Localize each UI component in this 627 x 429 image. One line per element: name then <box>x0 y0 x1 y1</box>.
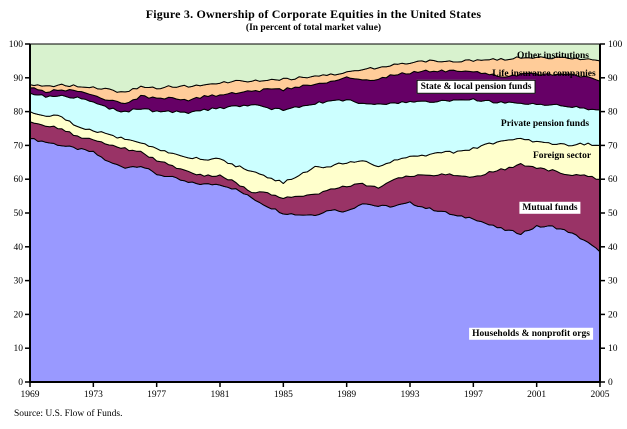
series-label-households: Households & nonprofit orgs <box>469 327 593 341</box>
y-tick-label-left: 60 <box>14 175 24 185</box>
y-tick-label-right: 30 <box>608 277 618 287</box>
series-label-mutual-funds: Mutual funds <box>519 201 581 215</box>
series-label-other-institutions: Other institutions <box>517 50 589 61</box>
y-tick-label-right: 40 <box>608 243 618 253</box>
y-tick-label-right: 80 <box>608 108 618 118</box>
y-tick-label-left: 20 <box>14 310 24 320</box>
y-tick-label-right: 100 <box>608 40 623 50</box>
x-tick-label: 1985 <box>274 390 293 400</box>
y-tick-label-left: 30 <box>14 277 24 287</box>
y-tick-label-left: 0 <box>18 378 23 388</box>
x-tick-label: 1981 <box>211 390 230 400</box>
x-tick-label: 1969 <box>21 390 40 400</box>
y-tick-label-right: 50 <box>608 209 618 219</box>
y-tick-label-left: 80 <box>14 108 24 118</box>
x-tick-label: 2005 <box>591 390 610 400</box>
y-tick-label-left: 100 <box>9 40 24 50</box>
y-tick-label-left: 50 <box>14 209 24 219</box>
y-tick-label-right: 90 <box>608 74 618 84</box>
y-tick-label-left: 10 <box>14 344 24 354</box>
x-tick-label: 2001 <box>527 390 546 400</box>
chart-title: Figure 3. Ownership of Corporate Equitie… <box>145 7 482 21</box>
y-tick-label-right: 70 <box>608 141 618 151</box>
x-tick-label: 1989 <box>337 390 356 400</box>
source-note: Source: U.S. Flow of Funds. <box>14 409 123 419</box>
x-tick-label: 1977 <box>147 390 166 400</box>
y-tick-label-left: 90 <box>14 74 24 84</box>
x-tick-label: 1973 <box>84 390 103 400</box>
y-tick-label-right: 10 <box>608 344 618 354</box>
y-tick-label-right: 20 <box>608 310 618 320</box>
chart-subtitle: (In percent of total market value) <box>245 23 382 33</box>
y-tick-label-right: 60 <box>608 175 618 185</box>
series-label-life-insurance: Life insurance companies <box>492 68 596 79</box>
x-tick-label: 1993 <box>401 390 420 400</box>
series-label-private-pension: Private pension funds <box>500 118 590 129</box>
series-label-foreign-sector: Foreign sector <box>532 150 592 161</box>
y-tick-label-right: 0 <box>608 378 613 388</box>
x-tick-label: 1997 <box>464 390 483 400</box>
series-label-state-local-pension: State & local pension funds <box>416 79 536 95</box>
y-tick-label-left: 70 <box>14 141 24 151</box>
y-tick-label-left: 40 <box>14 243 24 253</box>
